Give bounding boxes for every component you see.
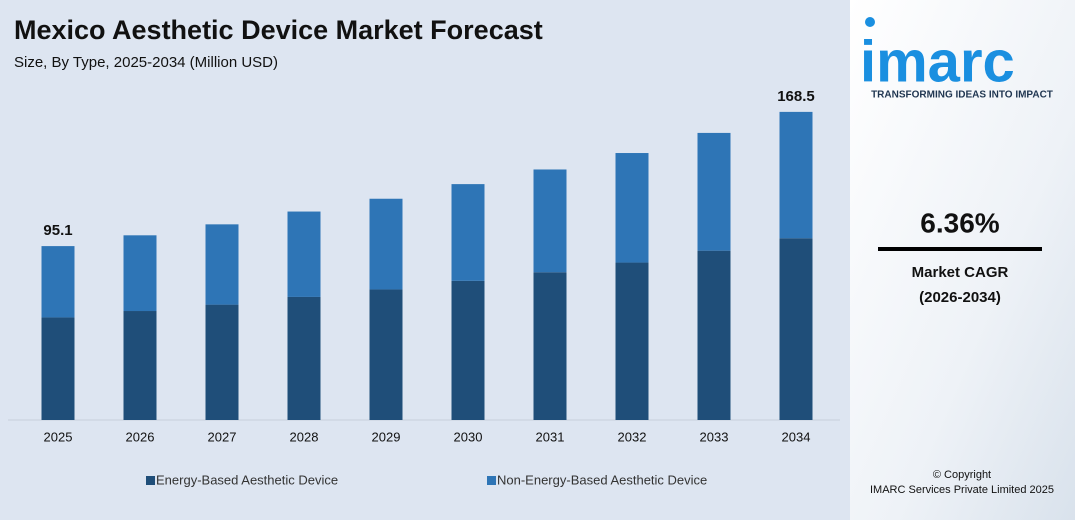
legend-label: Non-Energy-Based Aesthetic Device [497, 472, 707, 487]
x-tick-label: 2030 [454, 429, 483, 444]
legend-swatch [146, 476, 155, 485]
bar-segment [369, 289, 403, 420]
x-tick-label: 2028 [290, 429, 319, 444]
bar-segment [779, 238, 813, 420]
x-tick-label: 2033 [700, 429, 729, 444]
x-tick-label: 2026 [126, 429, 155, 444]
cagr-period: (2026-2034) [919, 289, 1001, 306]
bar-segment [697, 250, 731, 420]
chart-subtitle: Size, By Type, 2025-2034 (Million USD) [14, 54, 278, 71]
bar-segment [41, 317, 75, 420]
bar-segment [287, 296, 321, 420]
bar-segment [697, 132, 731, 251]
bar-segment [533, 272, 567, 420]
x-tick-label: 2027 [208, 429, 237, 444]
bar-segment [615, 262, 649, 420]
bar-segment [205, 304, 239, 420]
cagr-value: 6.36% [920, 207, 999, 238]
bar-segment [451, 280, 485, 420]
legend-swatch [487, 476, 496, 485]
bar-segment [123, 235, 157, 312]
bar-segment [287, 211, 321, 297]
bar-segment [123, 311, 157, 420]
logo-dot [865, 17, 875, 27]
company: IMARC Services Private Limited 2025 [870, 484, 1054, 496]
x-tick-label: 2031 [536, 429, 565, 444]
bar-segment [779, 111, 813, 239]
bar-segment [369, 198, 403, 290]
cagr-label: Market CAGR [912, 264, 1009, 281]
bar-segment [451, 184, 485, 281]
bar-segment [205, 224, 239, 305]
tagline: TRANSFORMING IDEAS INTO IMPACT [871, 90, 1053, 101]
total-label: 95.1 [43, 222, 72, 239]
x-tick-label: 2034 [782, 429, 811, 444]
sidebar-panel [850, 0, 1075, 520]
x-tick-label: 2029 [372, 429, 401, 444]
x-tick-label: 2032 [618, 429, 647, 444]
bar-segment [533, 169, 567, 273]
x-tick-label: 2025 [44, 429, 73, 444]
bar-segment [615, 153, 649, 263]
bar-segment [41, 246, 75, 318]
legend-label: Energy-Based Aesthetic Device [156, 472, 338, 487]
logo: imarc [860, 29, 1015, 94]
copyright: © Copyright [933, 469, 991, 481]
total-label: 168.5 [777, 88, 815, 105]
chart-title: Mexico Aesthetic Device Market Forecast [14, 15, 543, 45]
